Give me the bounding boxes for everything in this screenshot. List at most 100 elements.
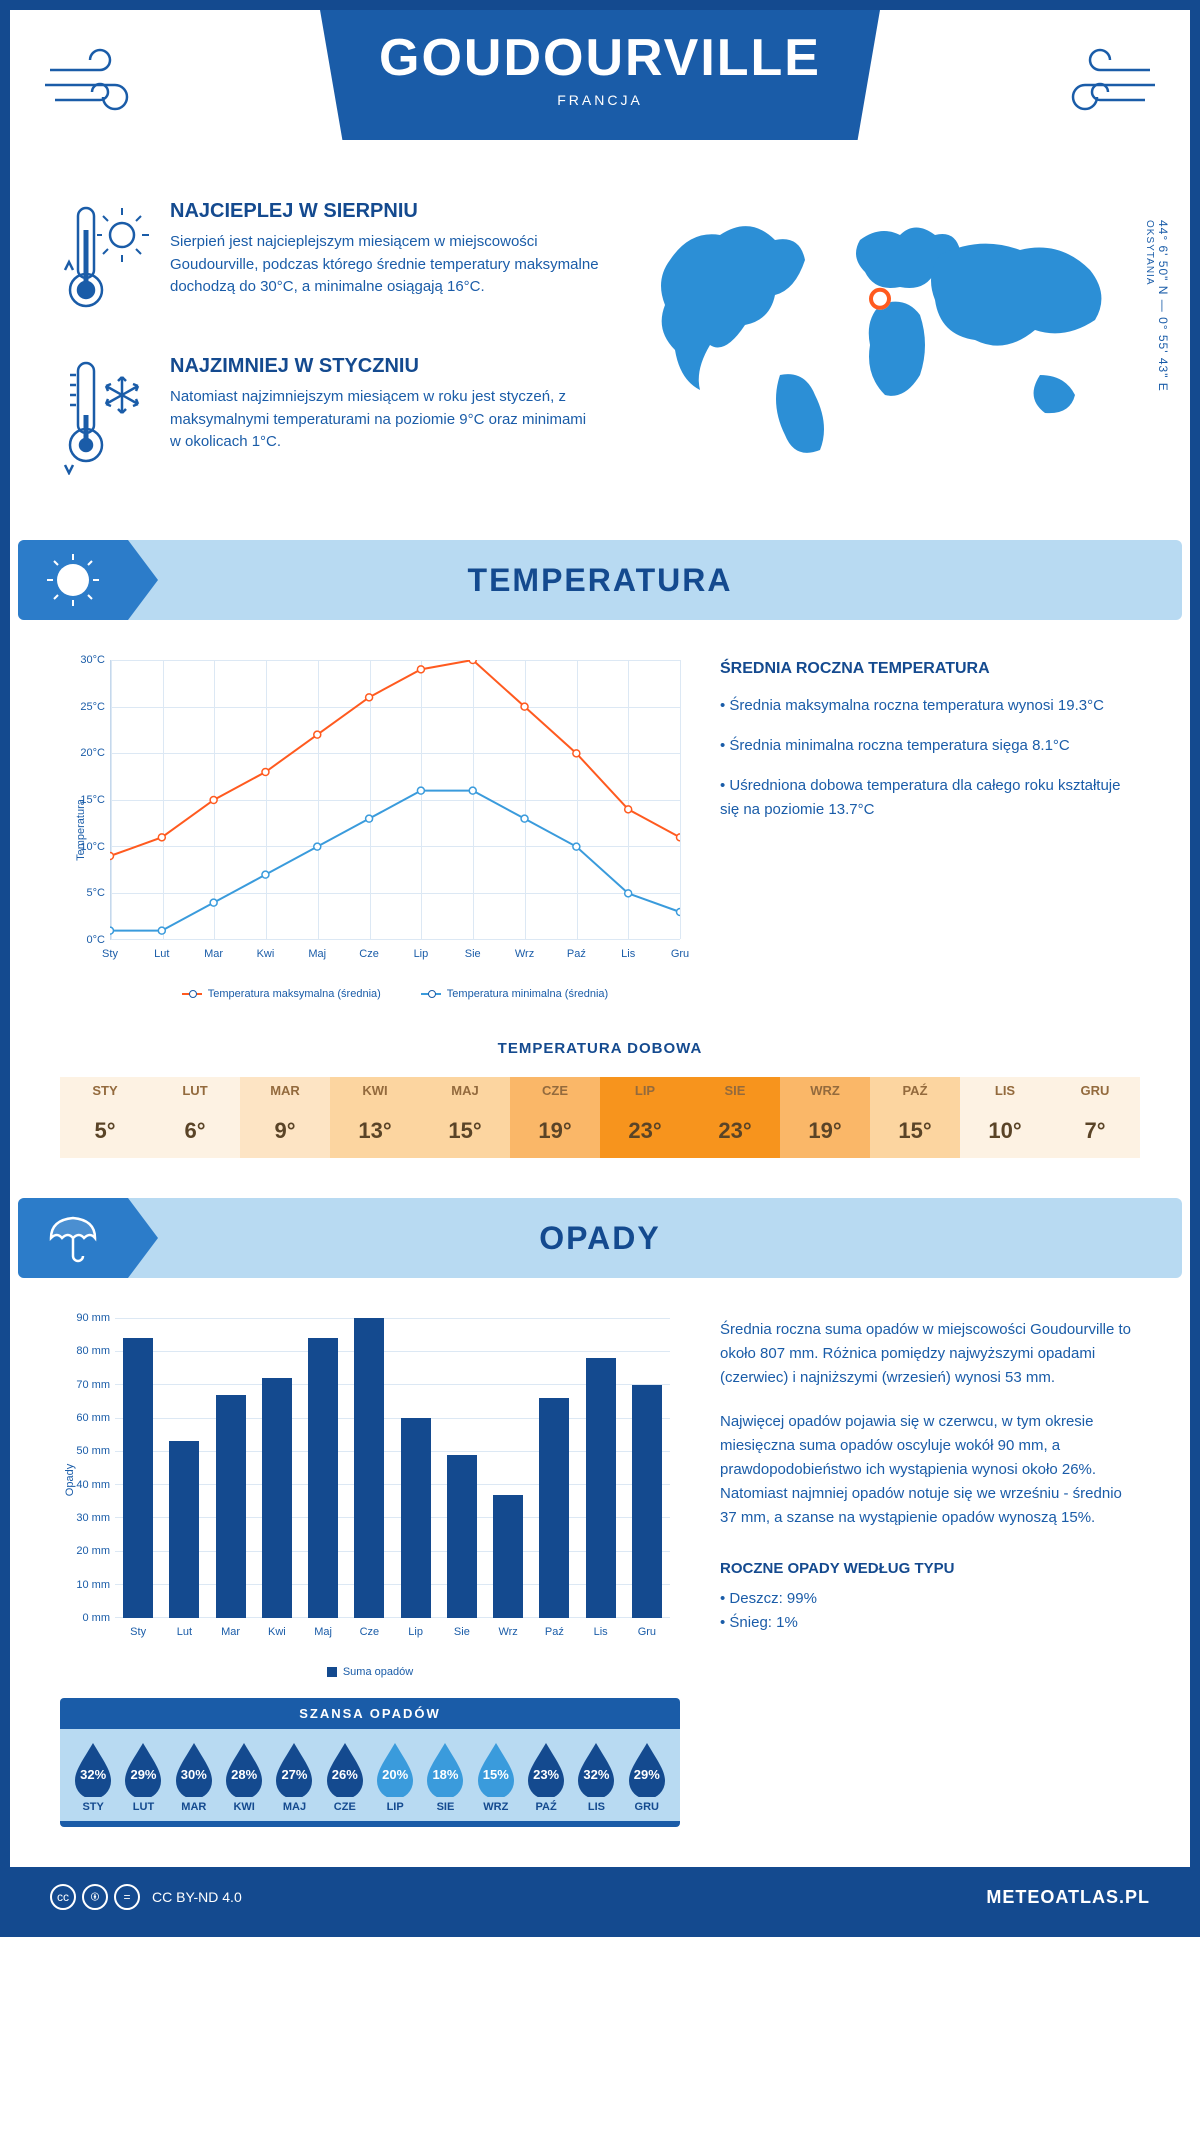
precip-ytick: 10 mm xyxy=(60,1579,110,1591)
chance-drop: 18%SIE xyxy=(420,1741,470,1813)
precip-ytick: 60 mm xyxy=(60,1412,110,1424)
daily-month: LUT xyxy=(150,1077,240,1104)
precip-para2: Najwięcej opadów pojawia się w czerwcu, … xyxy=(720,1410,1140,1530)
precip-bar xyxy=(216,1395,246,1618)
wind-icon-left xyxy=(40,40,160,135)
precip-xtick: Cze xyxy=(360,1626,380,1638)
temp-xtick: Lut xyxy=(154,948,169,960)
daily-month: SIE xyxy=(690,1077,780,1104)
precip-ytick: 30 mm xyxy=(60,1512,110,1524)
precip-xtick: Kwi xyxy=(268,1626,286,1638)
daily-month: MAJ xyxy=(420,1077,510,1104)
precip-xtick: Lis xyxy=(594,1626,608,1638)
precip-legend: Suma opadów xyxy=(343,1666,413,1678)
coord-lon: 0° 55' 43" E xyxy=(1156,317,1170,392)
precipitation-bar-chart: Opady Suma opadów 0 mm10 mm20 mm30 mm40 … xyxy=(60,1318,680,1678)
temperature-header: TEMPERATURA xyxy=(18,540,1182,620)
temp-ytick: 30°C xyxy=(60,654,105,666)
temp-legend-item: Temperatura maksymalna (średnia) xyxy=(182,988,381,1000)
coord-lat: 44° 6' 50" N xyxy=(1156,220,1170,295)
intro-section: NAJCIEPLEJ W SIERPNIU Sierpień jest najc… xyxy=(10,190,1190,540)
precip-bar xyxy=(169,1441,199,1618)
precip-ytick: 90 mm xyxy=(60,1312,110,1324)
precip-bar xyxy=(262,1378,292,1618)
daily-value: 10° xyxy=(960,1104,1050,1158)
temp-xtick: Maj xyxy=(308,948,326,960)
daily-value: 5° xyxy=(60,1104,150,1158)
daily-month: KWI xyxy=(330,1077,420,1104)
temp-xtick: Lip xyxy=(414,948,429,960)
precip-para1: Średnia roczna suma opadów w miejscowośc… xyxy=(720,1318,1140,1390)
precip-bar xyxy=(586,1358,616,1618)
precip-type: • Śnieg: 1% xyxy=(720,1611,1140,1635)
site-name: METEOATLAS.PL xyxy=(986,1887,1150,1908)
chance-drop: 32%LIS xyxy=(571,1741,621,1813)
footer: cc 🅯 = CC BY-ND 4.0 METEOATLAS.PL xyxy=(10,1867,1190,1927)
daily-month: PAŹ xyxy=(870,1077,960,1104)
temp-xtick: Cze xyxy=(359,948,379,960)
precip-ytick: 20 mm xyxy=(60,1545,110,1557)
nd-icon: = xyxy=(114,1884,140,1910)
coldest-block: NAJZIMNIEJ W STYCZNIU Natomiast najzimni… xyxy=(60,355,600,480)
precipitation-text: Średnia roczna suma opadów w miejscowośc… xyxy=(720,1318,1140,1827)
precipitation-chance-panel: SZANSA OPADÓW 32%STY29%LUT30%MAR28%KWI27… xyxy=(60,1698,680,1827)
temp-xtick: Sie xyxy=(465,948,481,960)
temperature-line-chart: Temperatura Temperatura maksymalna (śred… xyxy=(60,660,680,1000)
temp-xtick: Mar xyxy=(204,948,223,960)
daily-value: 15° xyxy=(870,1104,960,1158)
license-text: CC BY-ND 4.0 xyxy=(152,1889,242,1905)
precip-bar xyxy=(401,1418,431,1618)
daily-value: 13° xyxy=(330,1104,420,1158)
precip-ytick: 50 mm xyxy=(60,1445,110,1457)
chance-drop: 27%MAJ xyxy=(269,1741,319,1813)
precip-xtick: Gru xyxy=(638,1626,656,1638)
coord-region: OKSYTANIA xyxy=(1144,220,1155,286)
precip-bar xyxy=(632,1385,662,1618)
daily-temp-title: TEMPERATURA DOBOWA xyxy=(60,1040,1140,1057)
warmest-title: NAJCIEPLEJ W SIERPNIU xyxy=(170,200,600,223)
sun-icon xyxy=(18,540,128,620)
precip-ytick: 40 mm xyxy=(60,1479,110,1491)
chance-title: SZANSA OPADÓW xyxy=(60,1698,680,1729)
title-banner: GOUDOURVILLE FRANCJA xyxy=(320,10,880,140)
precip-bar xyxy=(308,1338,338,1618)
temp-xtick: Wrz xyxy=(515,948,534,960)
daily-value: 7° xyxy=(1050,1104,1140,1158)
thermometer-sun-icon xyxy=(60,200,150,325)
daily-value: 9° xyxy=(240,1104,330,1158)
temp-legend-item: Temperatura minimalna (średnia) xyxy=(421,988,608,1000)
temp-ytick: 20°C xyxy=(60,747,105,759)
daily-month: LIS xyxy=(960,1077,1050,1104)
temp-ytick: 0°C xyxy=(60,934,105,946)
country-name: FRANCJA xyxy=(320,92,880,108)
by-icon: 🅯 xyxy=(82,1884,108,1910)
temperature-facts: ŚREDNIA ROCZNA TEMPERATURA • Średnia mak… xyxy=(720,660,1140,1000)
temp-xtick: Sty xyxy=(102,948,118,960)
daily-month: STY xyxy=(60,1077,150,1104)
precipitation-heading: OPADY xyxy=(539,1220,660,1257)
temp-ytick: 25°C xyxy=(60,701,105,713)
chance-drop: 30%MAR xyxy=(169,1741,219,1813)
daily-month: WRZ xyxy=(780,1077,870,1104)
cc-icons: cc 🅯 = xyxy=(50,1884,140,1910)
wind-icon-right xyxy=(1040,40,1160,135)
temp-fact: • Średnia minimalna roczna temperatura s… xyxy=(720,734,1140,758)
daily-value: 23° xyxy=(690,1104,780,1158)
thermometer-snow-icon xyxy=(60,355,150,480)
temp-ytick: 15°C xyxy=(60,794,105,806)
temp-facts-title: ŚREDNIA ROCZNA TEMPERATURA xyxy=(720,660,1140,678)
temp-xtick: Gru xyxy=(671,948,689,960)
temp-xtick: Kwi xyxy=(257,948,275,960)
precip-xtick: Mar xyxy=(221,1626,240,1638)
daily-temperature-table: TEMPERATURA DOBOWA STYLUTMARKWIMAJCZELIP… xyxy=(10,1030,1190,1198)
daily-value: 19° xyxy=(510,1104,600,1158)
chance-drop: 29%LUT xyxy=(118,1741,168,1813)
precip-bar xyxy=(447,1455,477,1618)
temp-fact: • Uśredniona dobowa temperatura dla całe… xyxy=(720,774,1140,822)
temp-xtick: Paź xyxy=(567,948,586,960)
temperature-heading: TEMPERATURA xyxy=(468,562,733,599)
precip-bar xyxy=(123,1338,153,1618)
umbrella-icon xyxy=(18,1198,128,1278)
header: GOUDOURVILLE FRANCJA xyxy=(10,10,1190,190)
daily-month: CZE xyxy=(510,1077,600,1104)
